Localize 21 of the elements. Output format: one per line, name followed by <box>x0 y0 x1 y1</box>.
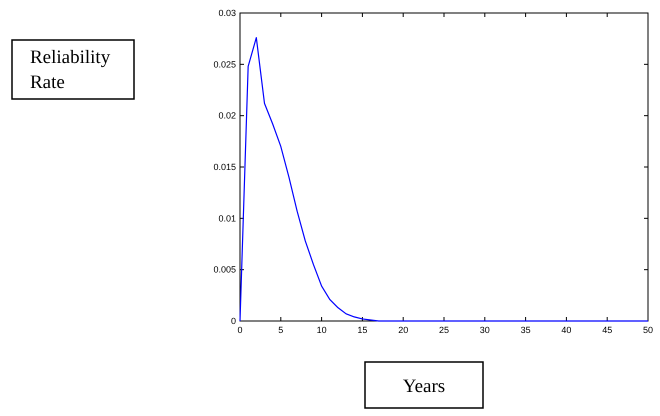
x-tick-label: 40 <box>561 325 572 335</box>
x-tick-label: 45 <box>602 325 612 335</box>
y-tick-label: 0.015 <box>213 162 236 172</box>
x-tick-label: 20 <box>398 325 408 335</box>
x-axis-title: Years <box>402 376 446 397</box>
y-tick-label: 0.01 <box>218 213 236 224</box>
x-tick-label: 30 <box>480 325 490 335</box>
x-tick-label: 50 <box>642 325 654 335</box>
y-tick-label: 0.025 <box>213 59 236 70</box>
x-tick-label: 10 <box>316 325 327 335</box>
y-tick-label: 0.03 <box>218 8 236 18</box>
x-tick-label: 15 <box>357 325 368 335</box>
x-tick-label: 35 <box>520 325 531 335</box>
line-series <box>239 37 649 322</box>
text: Reliability Rate <box>30 47 111 93</box>
x-tick-label: 25 <box>438 325 450 335</box>
x-tick-label: 0 <box>237 325 243 335</box>
y-tick-label: 0.02 <box>218 110 236 121</box>
y-tick-label: 0.005 <box>213 264 236 275</box>
y-tick-label: 0 <box>230 316 236 326</box>
x-tick-label: 5 <box>278 325 284 335</box>
